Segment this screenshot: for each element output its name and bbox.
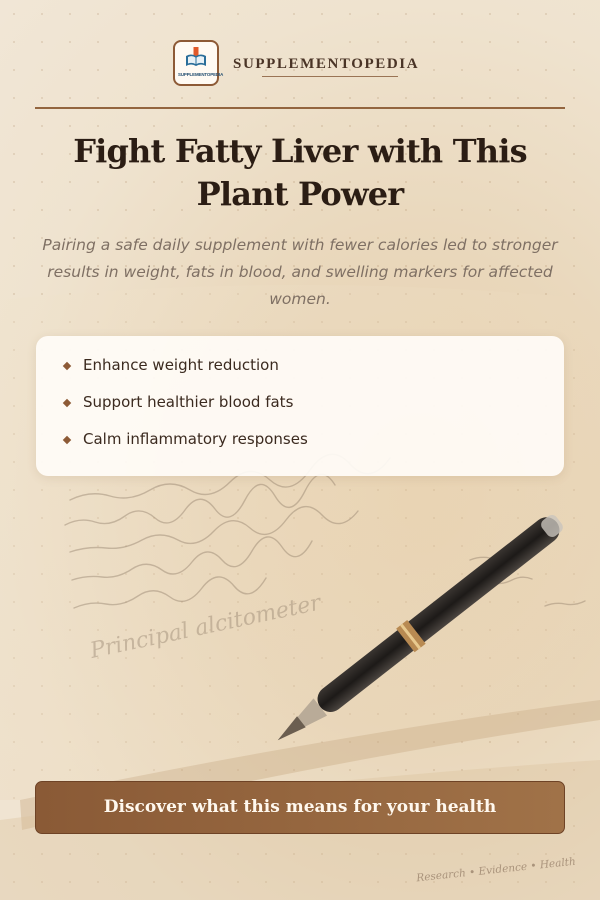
benefits-list: Enhance weight reduction Support healthi… — [36, 336, 564, 467]
subtitle: Pairing a safe daily supplement with few… — [42, 236, 558, 308]
benefits-card: Enhance weight reduction Support healthi… — [36, 336, 564, 476]
open-book-icon — [186, 47, 206, 66]
diamond-bullet-icon — [62, 361, 72, 371]
brand-underline — [262, 76, 398, 77]
benefit-text: Calm inflammatory responses — [83, 430, 308, 448]
brand-name: SUPPLEMENTOPEDIA — [233, 56, 420, 72]
cta-button[interactable]: Discover what this means for your health — [35, 781, 565, 834]
benefit-text: Support healthier blood fats — [83, 393, 294, 411]
divider — [35, 107, 565, 109]
list-item: Enhance weight reduction — [36, 356, 564, 393]
list-item: Support healthier blood fats — [36, 393, 564, 430]
list-item: Calm inflammatory responses — [36, 430, 564, 467]
logo-wordmark: SUPPLEMENTOPEDIA — [178, 72, 224, 77]
brand-header: SUPPLEMENTOPEDIA SUPPLEMENTOPEDIA — [0, 40, 600, 88]
diamond-bullet-icon — [62, 398, 72, 408]
diamond-bullet-icon — [62, 435, 72, 445]
benefit-text: Enhance weight reduction — [83, 356, 279, 374]
logo: SUPPLEMENTOPEDIA — [173, 40, 224, 86]
page-title: Fight Fatty Liver with This Plant Power — [73, 132, 527, 213]
